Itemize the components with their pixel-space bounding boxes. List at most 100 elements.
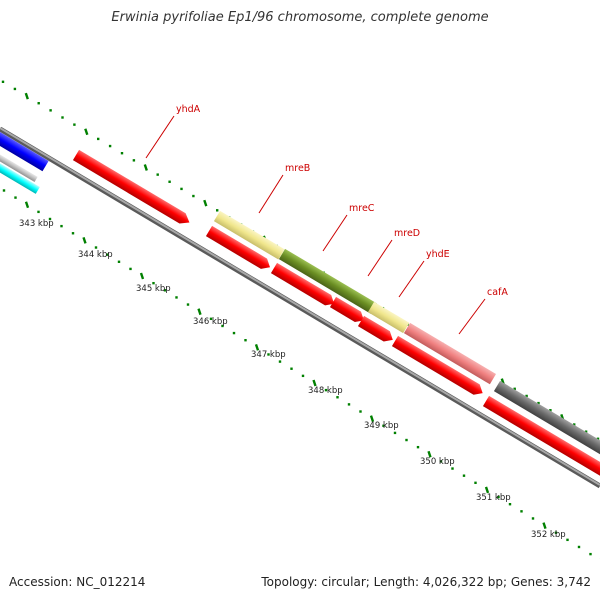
tick-mark <box>542 522 547 529</box>
tick-dot <box>290 367 293 370</box>
tick-dot <box>531 517 535 520</box>
tick-dot <box>359 410 362 413</box>
tick-dot <box>120 152 124 155</box>
tick-dot <box>584 430 588 433</box>
forward-strand-features <box>213 210 600 458</box>
tick-dot <box>37 102 40 105</box>
tick-dot <box>549 409 552 412</box>
tick-mark <box>24 201 30 209</box>
gene-cds-1 <box>0 131 49 172</box>
tick-mark <box>143 164 148 171</box>
gene-leader-line <box>145 115 175 159</box>
tick-dot <box>117 260 121 263</box>
tick-dot <box>48 217 52 221</box>
tick-dot <box>2 189 6 192</box>
scale-label: 351 kbp <box>476 493 511 503</box>
tick-mark <box>312 379 317 387</box>
gene-mreC-olive <box>278 248 378 314</box>
tick-dot <box>73 123 76 126</box>
tick-dot <box>573 423 576 426</box>
tick-mark <box>24 92 29 100</box>
tick-mark <box>203 199 208 207</box>
tick-dot <box>393 431 397 435</box>
tick-dot <box>168 180 171 183</box>
gene-leader-line <box>398 260 425 298</box>
tick-dot <box>1 80 5 83</box>
gene-label-mreC: mreC <box>349 203 375 214</box>
tick-dot <box>347 403 351 406</box>
scale-label: 348 kbp <box>308 386 343 396</box>
tick-dot <box>566 538 569 542</box>
tick-mark <box>369 415 375 423</box>
tick-dot <box>186 303 190 306</box>
gene-label-mreB: mreB <box>285 163 310 174</box>
tick-dot <box>152 281 155 285</box>
topology-label: Topology: circular; Length: 4,026,322 bp… <box>261 575 591 589</box>
gene-labels: yhdA mreB mreC mreD yhdE cafA <box>145 104 508 335</box>
gene-leader-line <box>322 214 348 252</box>
tick-mark <box>197 308 202 316</box>
tick-dot <box>180 187 183 191</box>
tick-dot <box>278 360 282 363</box>
tick-dot <box>462 474 466 477</box>
tick-mark <box>427 450 432 458</box>
tick-dot <box>129 267 132 271</box>
tick-dot <box>596 437 600 440</box>
gene-cds-next <box>482 395 600 478</box>
gene-label-mreD: mreD <box>394 228 420 239</box>
tick-dot <box>451 467 454 470</box>
tick-dot <box>589 552 592 556</box>
tick-mark <box>484 486 490 494</box>
tick-dot <box>520 510 523 513</box>
tick-dot <box>497 495 500 499</box>
tick-dot <box>71 232 75 235</box>
tick-dot <box>209 317 213 321</box>
scale-label: 349 kbp <box>364 421 399 431</box>
scale-label: 346 kbp <box>193 317 228 327</box>
gene-mreC <box>270 262 335 306</box>
tick-dot <box>301 374 305 378</box>
gene-leader-line <box>458 298 486 335</box>
tick-dot <box>537 401 540 405</box>
tick-mark <box>84 128 89 136</box>
tick-dot <box>416 445 420 449</box>
tick-dot <box>175 296 178 299</box>
gene-yhdA <box>72 149 190 224</box>
tick-dot <box>508 503 512 506</box>
tick-dot <box>106 253 109 256</box>
tick-mark <box>254 343 260 351</box>
gene-mreB <box>205 225 271 269</box>
gene-cds-2 <box>0 152 38 183</box>
gene-label-cafA: cafA <box>487 287 508 298</box>
scale-label: 344 kbp <box>78 250 113 260</box>
tick-dot <box>324 388 328 392</box>
tick-dot <box>156 173 159 176</box>
tick-dot <box>13 87 17 91</box>
tick-dot <box>216 209 219 212</box>
scale-label: 345 kbp <box>136 284 171 294</box>
scale-labels: 343 kbp 344 kbp 345 kbp 346 kbp 347 kbp 348 k… <box>19 219 566 540</box>
gene-dimgray <box>493 380 600 458</box>
gene-label-yhdE: yhdE <box>426 249 450 260</box>
tick-dot <box>94 246 98 249</box>
tick-dot <box>513 387 516 391</box>
gene-yhdE-salmon <box>403 322 497 385</box>
tick-dot <box>108 144 112 148</box>
tick-dot <box>244 339 247 342</box>
tick-dot <box>49 109 52 112</box>
tick-dot <box>554 531 558 534</box>
tick-dot <box>132 159 136 162</box>
tick-dot <box>474 481 477 485</box>
gene-cafA <box>391 335 483 395</box>
gene-yhdE <box>357 315 393 342</box>
tick-dot <box>37 210 40 214</box>
tick-dot <box>61 116 64 119</box>
map-title: Erwinia pyrifoliae Ep1/96 chromosome, co… <box>111 10 489 25</box>
gene-leader-line <box>258 174 284 214</box>
backbone <box>0 126 600 489</box>
scale-label: 343 kbp <box>19 219 54 229</box>
tick-dot <box>97 137 100 141</box>
gene-leader-line <box>367 239 393 277</box>
tick-dot <box>192 194 195 198</box>
